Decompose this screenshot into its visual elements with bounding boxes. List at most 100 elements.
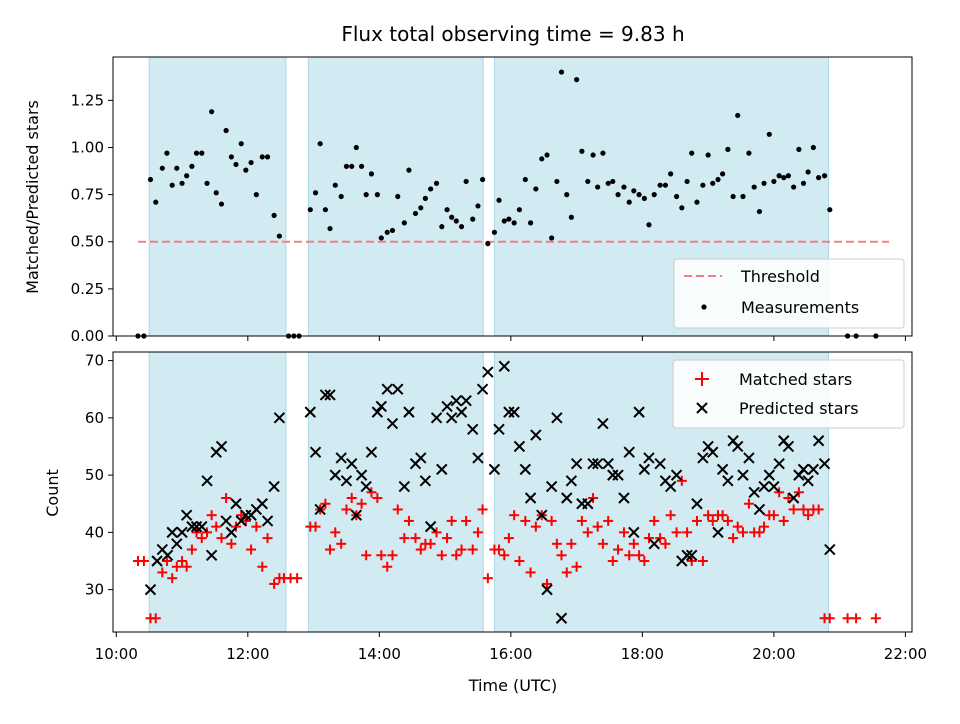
x-stroke-b — [565, 475, 578, 487]
x-stroke-b — [618, 492, 630, 504]
x-stroke-b — [144, 583, 157, 596]
x-stroke-b — [541, 583, 553, 596]
measurement-point — [264, 154, 271, 160]
matched-point — [643, 533, 654, 544]
measurement-point — [401, 220, 407, 226]
measurement-point — [317, 141, 323, 147]
measurement-point — [539, 156, 545, 162]
bottom-y-tick-label: 70 — [85, 352, 104, 370]
predicted-point — [467, 423, 479, 436]
bottom-x-tick-label: 16:00 — [489, 645, 532, 663]
measurement-point — [363, 192, 369, 198]
matched-point — [341, 504, 352, 515]
measurement-point — [746, 150, 752, 156]
x-stroke-b — [381, 383, 393, 395]
matched-point — [737, 527, 748, 538]
bottom-y-tick-label: 50 — [85, 466, 104, 484]
predicted-point — [476, 383, 489, 395]
measurement-point — [463, 178, 469, 185]
x-stroke-b — [782, 440, 795, 453]
matched-point — [186, 544, 197, 555]
x-stroke-b — [161, 549, 174, 561]
top-y-tick-label: 0.50 — [71, 233, 104, 251]
matched-point — [870, 613, 881, 624]
x-stroke-b — [633, 406, 645, 418]
x-stroke-b — [628, 526, 640, 539]
matched-point — [356, 498, 367, 509]
matched-point — [628, 538, 639, 549]
measurement-point — [153, 199, 159, 205]
measurement-point — [605, 180, 611, 186]
matched-point — [649, 515, 660, 526]
x-stroke-b — [455, 406, 468, 418]
measurement-point — [422, 195, 428, 201]
matched-point — [292, 573, 303, 584]
predicted-point — [623, 446, 635, 458]
x-stroke-b — [743, 452, 755, 464]
predicted-point — [196, 520, 208, 533]
matched-point — [499, 550, 510, 561]
measurement-point — [751, 184, 757, 190]
predicted-point — [782, 440, 795, 453]
x-stroke-b — [530, 429, 542, 441]
x-stroke-b — [707, 446, 719, 458]
matched-point — [671, 527, 682, 538]
matched-point — [722, 515, 733, 526]
predicted-point — [273, 412, 286, 424]
matched-point — [366, 487, 377, 498]
matched-point — [251, 521, 262, 532]
measurement-point — [209, 109, 215, 115]
measurement-point — [253, 192, 259, 198]
measurement-point — [651, 192, 657, 198]
matched-point — [320, 498, 331, 509]
matched-point — [177, 555, 188, 566]
bottom-legend: Matched stars Predicted stars — [672, 359, 905, 429]
measurement-point — [740, 193, 746, 200]
legend-predicted-swatch — [696, 402, 708, 414]
x-stroke-b — [365, 446, 378, 458]
x-stroke-b — [350, 509, 363, 521]
x-stroke-b — [430, 412, 443, 424]
predicted-point — [309, 446, 322, 458]
predicted-point — [541, 583, 553, 596]
matched-point — [482, 573, 493, 584]
top-shaded-intervals — [148, 56, 829, 337]
measurement-point — [271, 212, 277, 218]
matched-point — [824, 613, 835, 624]
x-stroke-b — [773, 457, 785, 470]
top-y-tick-label: 0.25 — [71, 280, 104, 298]
x-stroke-b — [732, 440, 744, 453]
measurement-point — [259, 154, 265, 160]
matched-point — [472, 527, 483, 538]
matched-point — [582, 527, 593, 538]
predicted-point — [545, 480, 558, 493]
measurement-point — [189, 163, 195, 169]
measurement-point — [184, 173, 190, 179]
matched-point — [216, 533, 227, 544]
measurement-point — [218, 201, 225, 207]
measurement-point — [307, 207, 313, 213]
shaded-interval — [307, 351, 484, 633]
measurement-point — [673, 193, 680, 200]
x-stroke-b — [467, 423, 479, 436]
x-stroke-b — [702, 440, 714, 453]
x-stroke-b — [314, 503, 326, 516]
matched-stars-series — [132, 475, 881, 624]
x-stroke-b — [398, 480, 411, 493]
measurement-point — [479, 176, 486, 183]
measurement-point — [378, 235, 384, 241]
matched-point — [157, 567, 168, 578]
x-stroke-b — [638, 463, 651, 476]
measurement-point — [433, 180, 440, 186]
matched-point — [813, 504, 824, 515]
predicted-point — [166, 526, 178, 539]
measurement-point — [725, 146, 731, 152]
measurement-point — [684, 178, 690, 185]
matched-point — [226, 538, 237, 549]
measurement-point — [710, 180, 716, 186]
top-y-tick-label: 0.00 — [71, 327, 104, 345]
predicted-point — [350, 509, 363, 521]
matched-point — [530, 521, 541, 532]
x-stroke-b — [802, 475, 814, 487]
